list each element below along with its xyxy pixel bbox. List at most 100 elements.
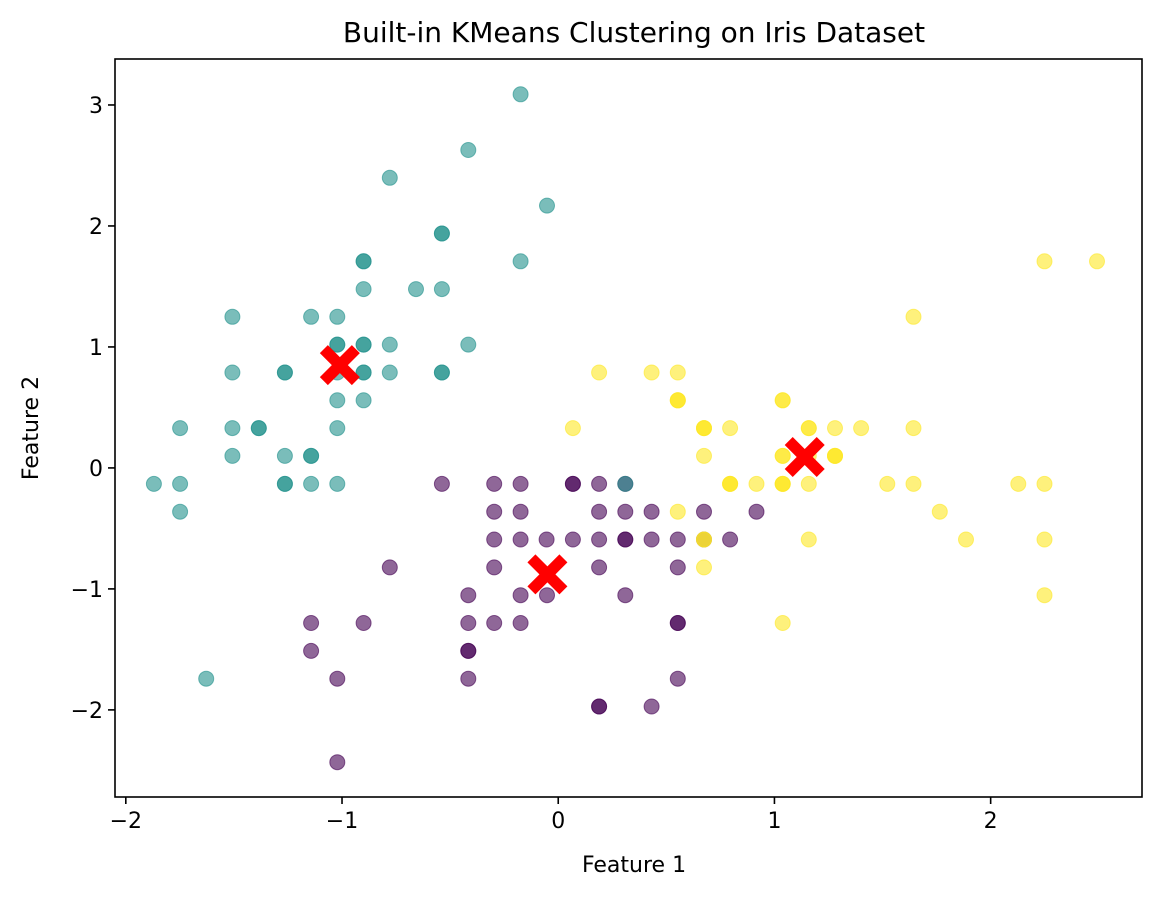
data-point [800,531,817,548]
data-point [564,475,581,492]
data-point [800,420,817,437]
x-axis-label: Feature 1 [582,853,686,878]
data-point [408,281,424,298]
data-point [276,364,293,381]
data-point [172,420,189,437]
data-point [539,587,555,604]
data-point [538,531,555,548]
data-point [381,336,398,353]
data-point [224,308,241,325]
data-point [774,447,791,464]
data-point [433,364,450,381]
data-point [669,615,686,631]
data-point [1010,475,1027,492]
data-point [591,503,608,520]
data-point [329,392,346,409]
points-layer [145,86,1105,771]
data-point [303,642,320,659]
data-point [460,587,477,604]
data-point [669,364,686,381]
data-point [512,503,529,520]
y-axis-ticks: −2 −1 0 1 2 3 [71,94,115,724]
data-point [1036,531,1053,548]
x-tick-label: −1 [326,809,358,834]
data-point [224,447,241,464]
data-point [329,420,346,437]
data-point [643,531,660,548]
x-tick-label: 2 [984,809,998,834]
data-point [591,698,608,715]
data-point [381,364,398,381]
data-point [381,559,398,576]
data-point [303,447,320,464]
data-point [643,364,660,381]
data-point [696,531,712,548]
data-point [512,253,529,270]
data-point [276,475,293,492]
data-point [931,503,948,520]
data-point [172,503,189,520]
data-point [355,392,372,409]
data-point [460,336,477,353]
data-point [433,475,450,492]
data-point [329,336,346,353]
data-point [276,447,293,464]
data-point [669,559,686,576]
data-point [722,531,739,548]
data-point [433,225,450,242]
y-tick-label: 2 [89,215,103,240]
data-point [1036,587,1053,604]
data-point [172,475,189,492]
data-point [512,615,529,631]
data-point [591,559,608,576]
data-point [591,531,608,548]
x-tick-label: 0 [551,809,565,834]
data-point [381,169,398,186]
chart-title: Built-in KMeans Clustering on Iris Datas… [343,16,925,49]
y-tick-label: −2 [71,699,103,724]
x-axis-ticks: −2 −1 0 1 2 [110,797,998,834]
data-point [329,308,346,325]
data-point [774,392,791,409]
data-point [748,503,765,520]
data-point [1036,253,1053,270]
data-point [355,615,372,631]
data-point [774,615,791,631]
data-point [669,670,686,687]
data-point [355,281,372,298]
data-point [303,615,320,631]
data-point [460,642,477,659]
data-point [303,308,320,325]
data-point [591,475,608,492]
data-point [669,392,686,409]
data-point [696,559,712,576]
data-point [827,420,843,437]
data-point [800,475,817,492]
plot-frame [114,58,1143,798]
data-point [224,364,241,381]
data-point [512,475,529,492]
data-point [250,420,267,437]
data-point [879,475,896,492]
data-point [460,142,477,158]
data-point [145,475,162,492]
data-point [539,197,555,214]
x-tick-label: −2 [110,809,142,834]
centroid-marker [784,437,825,478]
data-point [355,364,372,381]
y-axis-label: Feature 2 [19,376,44,480]
data-point [591,364,608,381]
centroid-marker [527,554,568,595]
data-point [355,253,372,270]
centroid-marker [319,345,360,386]
data-point [512,531,529,548]
data-point [617,587,634,604]
data-point [460,670,477,687]
data-point [905,475,922,492]
data-point [512,587,529,604]
data-point [486,475,503,492]
y-tick-label: −1 [71,578,103,603]
data-point [696,503,712,520]
